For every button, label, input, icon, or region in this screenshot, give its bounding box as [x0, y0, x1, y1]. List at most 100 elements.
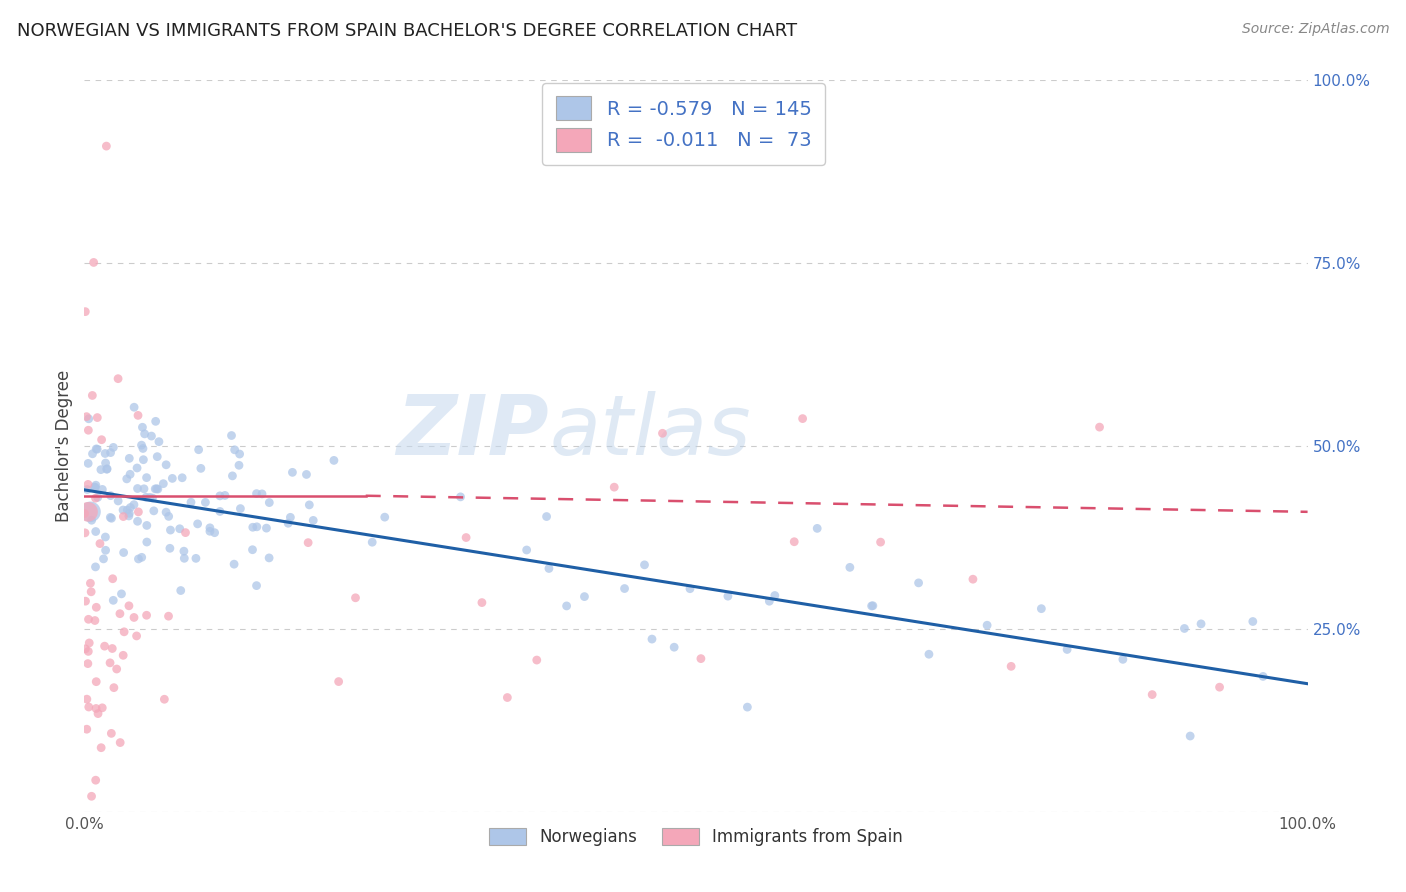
Point: [77, 423, 100, 437]
Point: [73, 507, 96, 521]
Point: [536, 509, 558, 524]
Point: [90, 740, 112, 755]
Point: [146, 450, 169, 464]
Point: [112, 509, 135, 524]
Point: [82, 447, 104, 461]
Point: [100, 726, 122, 740]
Point: [83, 480, 105, 494]
Point: [962, 572, 984, 586]
Point: [516, 543, 538, 558]
Point: [162, 471, 184, 485]
Point: [100, 511, 122, 525]
Point: [131, 550, 153, 565]
Point: [103, 441, 125, 455]
Point: [125, 629, 148, 643]
Point: [80, 513, 103, 527]
Point: [159, 541, 181, 556]
Point: [1112, 652, 1135, 666]
Point: [86, 410, 108, 425]
Point: [228, 458, 250, 473]
Point: [302, 513, 325, 527]
Point: [862, 599, 884, 613]
Point: [141, 429, 163, 443]
Point: [141, 491, 163, 505]
Point: [120, 467, 142, 482]
Point: [155, 458, 177, 472]
Point: [184, 551, 207, 566]
Point: [134, 426, 156, 441]
Point: [1189, 616, 1212, 631]
Point: [98, 510, 121, 524]
Point: [173, 544, 195, 558]
Point: [662, 640, 685, 655]
Point: [190, 461, 212, 475]
Point: [456, 531, 478, 545]
Point: [127, 482, 149, 496]
Point: [613, 582, 636, 596]
Point: [108, 607, 131, 621]
Point: [84, 674, 107, 689]
Point: [118, 451, 141, 466]
Point: [907, 575, 929, 590]
Point: [169, 522, 191, 536]
Point: [148, 434, 170, 449]
Point: [132, 452, 155, 467]
Point: [1000, 659, 1022, 673]
Point: [127, 409, 149, 423]
Point: [174, 525, 197, 540]
Point: [112, 648, 135, 663]
Point: [91, 483, 114, 497]
Point: [77, 411, 100, 425]
Point: [84, 478, 107, 492]
Point: [117, 503, 139, 517]
Point: [112, 545, 135, 559]
Point: [75, 304, 97, 318]
Legend: Norwegians, Immigrants from Spain: Norwegians, Immigrants from Spain: [481, 820, 911, 855]
Point: [132, 482, 155, 496]
Point: [242, 520, 264, 534]
Point: [323, 453, 346, 467]
Point: [152, 476, 174, 491]
Point: [87, 491, 110, 505]
Point: [122, 498, 145, 512]
Point: [77, 477, 100, 491]
Point: [860, 599, 883, 613]
Point: [245, 486, 267, 500]
Point: [471, 596, 494, 610]
Point: [194, 495, 217, 509]
Point: [792, 411, 814, 425]
Point: [679, 582, 702, 596]
Point: [107, 494, 129, 508]
Point: [224, 442, 246, 457]
Point: [84, 614, 107, 628]
Point: [173, 551, 195, 566]
Point: [574, 590, 596, 604]
Point: [84, 773, 107, 788]
Point: [496, 690, 519, 705]
Point: [783, 534, 806, 549]
Point: [537, 561, 560, 575]
Point: [118, 508, 141, 523]
Point: [280, 510, 302, 524]
Point: [1088, 420, 1111, 434]
Point: [737, 700, 759, 714]
Point: [145, 414, 167, 428]
Point: [1208, 680, 1230, 694]
Point: [229, 501, 252, 516]
Point: [143, 482, 166, 496]
Point: [75, 641, 97, 656]
Point: [1173, 622, 1195, 636]
Point: [84, 524, 107, 539]
Point: [100, 489, 122, 503]
Point: [763, 589, 786, 603]
Point: [214, 488, 236, 502]
Point: [112, 624, 135, 639]
Point: [125, 461, 148, 475]
Point: [76, 722, 98, 736]
Point: [110, 587, 132, 601]
Point: [76, 692, 98, 706]
Point: [131, 420, 153, 434]
Point: [298, 498, 321, 512]
Point: [135, 470, 157, 484]
Point: [641, 632, 664, 646]
